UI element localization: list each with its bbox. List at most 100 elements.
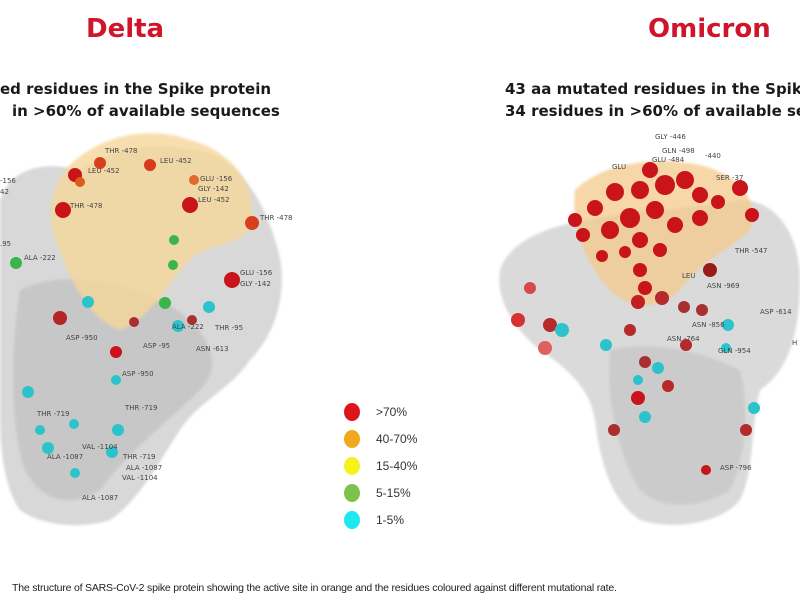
residue-cyan (112, 424, 124, 436)
legend-item: 5-15% (344, 479, 417, 506)
residue-red (740, 424, 752, 436)
legend-swatch-cyan (344, 510, 360, 529)
residue-label: GLN -498 (662, 147, 695, 155)
legend-label: 15-40% (376, 458, 418, 473)
residue-cyan (203, 301, 215, 313)
delta-title: Delta (86, 14, 165, 44)
residue-red (680, 339, 692, 351)
residue-red (224, 272, 240, 288)
omicron-subtitle-line2: 34 residues in >60% of available se (505, 102, 800, 120)
residue-red (189, 175, 199, 185)
residue-red (94, 157, 106, 169)
residue-label: THR -719 (125, 404, 158, 412)
residue-red (632, 232, 648, 248)
delta-active-site (51, 133, 252, 330)
residue-label: ASP -950 (66, 334, 98, 342)
residue-red (642, 162, 658, 178)
residue-red (624, 324, 636, 336)
residue-label: SER -37 (716, 174, 744, 182)
residue-red (601, 221, 619, 239)
residue-red (732, 180, 748, 196)
residue-red (538, 341, 552, 355)
residue-red (587, 200, 603, 216)
residue-red (606, 183, 624, 201)
delta-residues (10, 157, 259, 478)
residue-red (646, 201, 664, 219)
residue-cyan (633, 375, 643, 385)
residue-label: VAL -1104 (122, 474, 158, 482)
residue-cyan (652, 362, 664, 374)
residue-cyan (555, 323, 569, 337)
residue-red (653, 243, 667, 257)
residue-cyan (111, 375, 121, 385)
delta-protein-shade (13, 279, 213, 501)
residue-green (10, 257, 22, 269)
residue-cyan (82, 296, 94, 308)
residue-cyan (70, 468, 80, 478)
residue-label: THR -478 (70, 202, 103, 210)
residue-green (168, 260, 178, 270)
omicron-protein-shade (609, 346, 746, 505)
residue-label: ASP -95 (143, 342, 171, 350)
residue-label: H (792, 339, 798, 347)
residue-red (745, 208, 759, 222)
residue-red (655, 291, 669, 305)
legend-item: 15-40% (344, 452, 417, 479)
delta-subtitle: ed residues in the Spike protein in >60%… (0, 78, 280, 122)
residue-red (619, 246, 631, 258)
residue-label: THR -478 (105, 147, 138, 155)
residue-cyan (42, 442, 54, 454)
residue-red (543, 318, 557, 332)
residue-red (182, 197, 198, 213)
residue-red (662, 380, 674, 392)
residue-label: GLU -156 (240, 269, 273, 277)
legend-swatch-red (344, 402, 360, 421)
residue-red (129, 317, 139, 327)
residue-red (576, 228, 590, 242)
residue-label: ASN -613 (196, 345, 229, 353)
mutation-rate-legend: >70% 40-70% 15-40% 5-15% 1-5% (344, 398, 417, 533)
residue-label: ASN -969 (707, 282, 740, 290)
residue-red (144, 159, 156, 171)
residue-cyan (722, 319, 734, 331)
delta-subtitle-line2: in >60% of available sequences (12, 102, 280, 120)
residue-red (692, 210, 708, 226)
residue-red (55, 202, 71, 218)
delta-subtitle-line1: ed residues in the Spike protein (0, 80, 272, 98)
legend-label: 40-70% (376, 431, 418, 446)
residue-label: GLN -954 (718, 347, 751, 355)
legend-item: 1-5% (344, 506, 417, 533)
residue-label: ALA -1087 (47, 453, 84, 461)
residue-red (676, 171, 694, 189)
legend-swatch-orange (344, 429, 360, 448)
legend-label: 1-5% (376, 512, 405, 527)
residue-green (169, 235, 179, 245)
residue-red (620, 208, 640, 228)
residue-label: LEU -452 (198, 196, 230, 204)
residue-red (639, 356, 651, 368)
residue-label: VAL -1104 (82, 443, 118, 451)
legend-item: >70% (344, 398, 417, 425)
residue-cyan (748, 402, 760, 414)
residue-red (631, 295, 645, 309)
residue-label: 42 (0, 188, 9, 196)
omicron-subtitle: 43 aa mutated residues in the Spik 34 re… (505, 78, 800, 122)
residue-label: ASP -796 (720, 464, 752, 472)
residue-red (608, 424, 620, 436)
omicron-subtitle-line1: 43 aa mutated residues in the Spik (505, 80, 800, 98)
residue-red (53, 311, 67, 325)
residue-label: GLY -142 (240, 280, 271, 288)
residue-green (159, 297, 171, 309)
residue-red (696, 304, 708, 316)
figure-caption: The structure of SARS-CoV-2 spike protei… (12, 582, 617, 594)
residue-label: THR -719 (37, 410, 70, 418)
residue-label: GLY -142 (198, 185, 229, 193)
residue-label: ALA -222 (24, 254, 56, 262)
residue-label: -440 (705, 152, 721, 160)
residue-cyan (600, 339, 612, 351)
residue-cyan (22, 386, 34, 398)
residue-red (75, 177, 85, 187)
residue-label: GLY -446 (655, 133, 686, 141)
residue-red (692, 187, 708, 203)
residue-cyan (172, 320, 184, 332)
